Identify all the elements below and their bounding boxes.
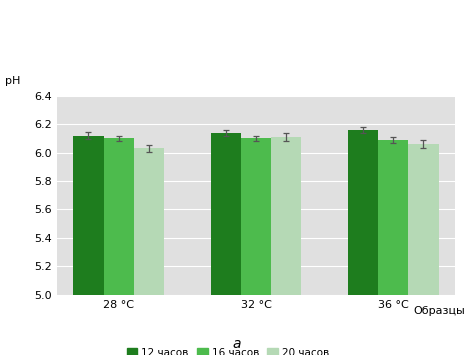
Text: Образцы: Образцы (413, 306, 465, 316)
Bar (409, 144, 438, 295)
Bar (73, 136, 103, 295)
Bar (134, 148, 164, 295)
Bar (271, 137, 301, 295)
Bar (378, 140, 409, 295)
Bar (210, 133, 241, 295)
Bar (103, 138, 134, 295)
Text: pH: pH (5, 76, 20, 86)
Legend: 12 часов, 16 часов, 20 часов: 12 часов, 16 часов, 20 часов (123, 344, 334, 355)
Bar (348, 130, 378, 295)
Bar (241, 138, 271, 295)
Text: a: a (233, 338, 241, 351)
